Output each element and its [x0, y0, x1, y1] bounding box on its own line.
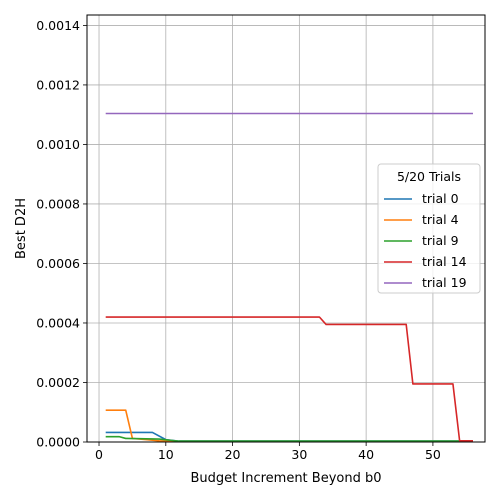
y-tick-label: 0.0014	[36, 18, 80, 33]
legend-label-trial-14: trial 14	[422, 254, 467, 269]
legend-label-trial-9: trial 9	[422, 233, 459, 248]
series-lines	[105, 112, 473, 443]
x-tick-label: 0	[95, 447, 103, 462]
legend-box	[377, 163, 481, 294]
legend-label-trial-0: trial 0	[422, 191, 459, 206]
legend-label-trial-4: trial 4	[422, 212, 459, 227]
axis-ticks: 0 10 20 30 40 50 0.0000 0.0002 0.0004 0.0006 0.000…	[36, 18, 441, 462]
y-tick-label: 0.0008	[36, 196, 80, 211]
y-tick-label: 0.0012	[36, 77, 80, 92]
y-tick-label: 0.0010	[36, 137, 80, 152]
y-tick-label: 0.0002	[36, 375, 80, 390]
x-tick-label: 50	[425, 447, 441, 462]
y-tick-label: 0.0006	[36, 256, 80, 271]
y-tick-label: 0.0004	[36, 315, 80, 330]
series-line-trial-9	[105, 435, 473, 442]
y-axis-label: Best D2H	[14, 198, 29, 259]
legend-items: trial 0 trial 4 trial 9 trial 14 trial 19	[384, 191, 467, 290]
series-line-trial-14	[105, 316, 473, 442]
legend-title: 5/20 Trials	[397, 169, 461, 184]
legend: 5/20 Trials trial 0 trial 4 trial 9 trial 1…	[377, 163, 481, 294]
x-tick-label: 20	[225, 447, 241, 462]
y-tick-label: 0.0000	[36, 435, 80, 450]
x-tick-label: 10	[158, 447, 174, 462]
legend-label-trial-19: trial 19	[422, 275, 467, 290]
x-axis-label: Budget Increment Beyond b0	[190, 471, 381, 486]
x-tick-label: 40	[358, 447, 374, 462]
x-tick-label: 30	[291, 447, 307, 462]
plot-frame	[86, 14, 486, 443]
